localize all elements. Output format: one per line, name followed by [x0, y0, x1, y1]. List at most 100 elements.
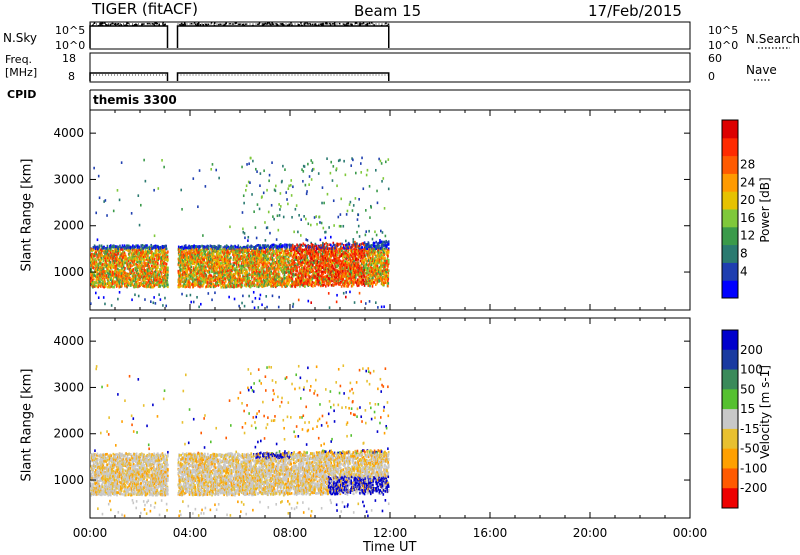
nsky-point: [332, 23, 334, 25]
power-cell: [161, 272, 163, 275]
power-cell: [95, 292, 97, 295]
power-cell: [267, 248, 269, 251]
power-cell: [291, 194, 293, 197]
power-cell: [292, 185, 294, 188]
power-cell: [253, 291, 255, 294]
power-cell: [153, 301, 155, 304]
nsky-point: [347, 25, 349, 27]
power-panel: [90, 110, 738, 310]
power-cell: [95, 281, 97, 284]
power-cell: [150, 260, 152, 263]
nsky-point: [298, 24, 300, 26]
power-cell: [261, 195, 263, 198]
power-cell: [113, 210, 115, 213]
power-cell: [134, 293, 136, 296]
power-cell: [244, 305, 246, 308]
nsky-point: [330, 24, 332, 26]
power-cell: [142, 244, 144, 247]
power-cell: [259, 208, 261, 211]
power-cell: [167, 250, 169, 253]
power-cell: [263, 192, 265, 195]
power-cell: [272, 295, 274, 298]
power-cell: [146, 244, 148, 247]
power-cell: [240, 246, 242, 249]
nsky-point: [127, 25, 128, 27]
power-cell: [246, 163, 248, 166]
power-cell: [224, 266, 226, 269]
power-cell: [158, 273, 160, 276]
power-cell: [117, 189, 119, 192]
power-cell: [154, 234, 156, 237]
power-cell: [167, 284, 169, 287]
power-cell: [167, 259, 169, 262]
power-cell: [248, 295, 250, 298]
power-cell: [157, 262, 159, 265]
nsky-point: [126, 22, 128, 24]
nsky-point: [381, 25, 383, 27]
power-cell: [203, 259, 205, 262]
power-cell: [266, 189, 268, 192]
power-cell: [202, 285, 204, 288]
nsky-point: [147, 23, 149, 25]
freq-trace: [178, 73, 389, 81]
power-cell: [238, 284, 240, 287]
power-cell: [281, 180, 283, 183]
power-cell: [220, 245, 222, 248]
power-cell: [290, 184, 292, 187]
nsky-point: [208, 24, 210, 26]
nsky-point: [98, 25, 100, 27]
nsky-point: [214, 25, 216, 27]
power-cell: [269, 174, 271, 177]
power-cell: [254, 306, 256, 309]
power-cell: [210, 274, 212, 277]
nsky-point: [312, 24, 314, 26]
power-cell: [135, 278, 137, 281]
nsky-point: [220, 24, 222, 26]
power-cell: [230, 256, 232, 259]
power-cell: [190, 266, 192, 269]
power-cell: [111, 304, 113, 307]
nsky-point: [163, 24, 165, 26]
nsky-point: [371, 22, 373, 24]
nsky-point: [329, 23, 331, 25]
power-cell: [167, 274, 169, 277]
nsky-point: [334, 24, 336, 26]
power-cell: [209, 251, 211, 254]
power-cell: [197, 205, 199, 208]
power-cell: [285, 191, 287, 194]
power-cell: [162, 304, 164, 307]
power-cell: [255, 297, 257, 300]
power-cell: [255, 168, 257, 171]
power-cell: [248, 277, 250, 280]
power-cell: [266, 306, 268, 309]
power-cell: [167, 277, 169, 280]
nsky-point: [348, 23, 350, 25]
power-cell: [104, 303, 106, 306]
nsky-point: [214, 22, 216, 24]
power-cell: [207, 281, 209, 284]
nsky-point: [157, 23, 159, 25]
power-cell: [186, 294, 188, 297]
power-cell: [278, 296, 280, 299]
nsky-point: [195, 24, 197, 26]
power-cell: [133, 268, 135, 271]
power-cell: [254, 284, 256, 287]
nsky-point: [367, 23, 369, 25]
power-cell: [248, 162, 250, 165]
power-cell: [138, 252, 140, 255]
nsky-point: [218, 24, 220, 26]
power-cell: [218, 284, 220, 287]
power-cell: [181, 208, 183, 211]
power-cell: [163, 166, 165, 169]
freq-trace: [90, 73, 168, 81]
nsky-point: [270, 24, 272, 26]
power-cell: [251, 193, 253, 196]
nsky-point: [118, 23, 120, 25]
power-cell: [277, 214, 279, 217]
nsky-point: [148, 23, 150, 25]
power-cell: [260, 294, 262, 297]
power-cell: [253, 210, 255, 213]
power-cell: [97, 238, 99, 241]
power-cell: [275, 189, 277, 192]
power-cell: [275, 270, 277, 273]
